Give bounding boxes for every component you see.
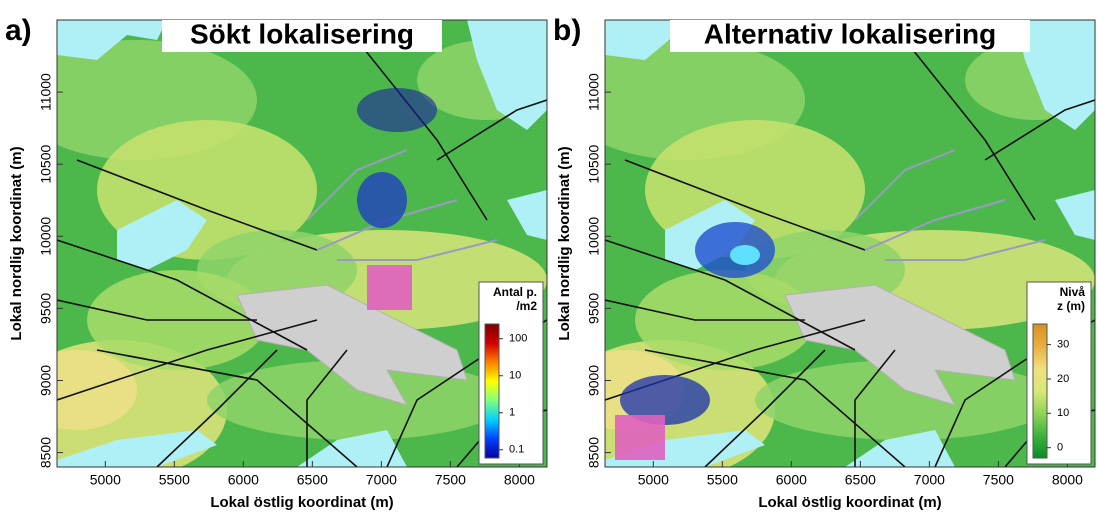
colorbar-title: /m2	[516, 299, 537, 313]
y-axis-label: Lokal nordlig koordinat (m)	[8, 146, 25, 340]
y-tick-label: 10000	[586, 217, 602, 256]
y-tick-label: 10500	[38, 145, 54, 184]
y-tick-label: 11000	[38, 73, 54, 111]
x-tick-label: 8000	[1052, 472, 1083, 488]
colorbar-tick-label: 30	[1057, 339, 1069, 351]
y-tick-label: 8500	[586, 437, 602, 468]
x-tick-label: 5500	[159, 472, 190, 488]
colorbar-tick-label: 20	[1057, 373, 1069, 385]
y-tick-label: 11000	[586, 73, 602, 111]
y-tick-label: 9500	[38, 293, 54, 324]
x-tick-label: 7000	[366, 472, 397, 488]
x-tick-label: 6500	[845, 472, 876, 488]
x-tick-label: 7000	[914, 472, 945, 488]
colorbar-tick-label: 1	[509, 407, 515, 419]
map-panel: 5000 5500 6000 6500 7000 7500 8000 8500 9000 9500…	[555, 18, 1097, 487]
y-tick-label: 10000	[38, 217, 54, 256]
y-tick-label: 9000	[586, 365, 602, 396]
plume	[357, 172, 407, 228]
colorbar-tick-label: 10	[1057, 407, 1069, 419]
colorbar	[485, 324, 499, 458]
x-tick-label: 7500	[983, 472, 1014, 488]
x-axis-label: Lokal östlig koordinat (m)	[758, 494, 941, 511]
x-tick-label: 7500	[435, 472, 466, 488]
y-tick-label: 8500	[38, 437, 54, 468]
colorbar-tick-label: 10	[509, 370, 521, 382]
x-tick-label: 6000	[776, 472, 807, 488]
plume	[730, 245, 760, 265]
colorbar-title: Antal p.	[493, 285, 537, 299]
x-tick-label: 8000	[504, 472, 535, 488]
x-axis-label: Lokal östlig koordinat (m)	[210, 494, 393, 511]
colorbar-title: z (m)	[1057, 299, 1085, 313]
plume	[357, 88, 437, 132]
x-tick-label: 6000	[228, 472, 259, 488]
colorbar-title: Nivå	[1060, 285, 1086, 299]
panel-title: Sökt lokalisering	[190, 18, 414, 49]
panel-title: Alternativ lokalisering	[704, 18, 997, 49]
map-layer	[555, 20, 1097, 480]
x-tick-label: 5000	[638, 472, 669, 488]
deposition-area	[615, 415, 665, 460]
terrain-patch	[17, 350, 137, 430]
panel-label: b)	[553, 14, 581, 47]
y-axis-label: Lokal nordlig koordinat (m)	[556, 146, 573, 340]
y-tick-label: 10500	[586, 145, 602, 184]
deposition-area	[367, 265, 412, 310]
colorbar-tick-label: 0.1	[509, 444, 524, 456]
map-panel: 5000 5500 6000 6500 7000 7500 8000 8500 9000 9500…	[7, 18, 557, 487]
x-tick-label: 5000	[90, 472, 121, 488]
y-tick-label: 9000	[38, 365, 54, 396]
panel-label: a)	[5, 14, 32, 47]
x-tick-label: 5500	[707, 472, 738, 488]
map-layer	[7, 20, 557, 480]
y-tick-label: 9500	[586, 293, 602, 324]
x-tick-label: 6500	[297, 472, 328, 488]
colorbar	[1033, 324, 1047, 458]
colorbar-tick-label: 100	[509, 333, 527, 345]
colorbar-tick-label: 0	[1057, 442, 1063, 454]
figure: 5000 5500 6000 6500 7000 7500 8000 8500 9000 9500…	[0, 0, 1097, 512]
